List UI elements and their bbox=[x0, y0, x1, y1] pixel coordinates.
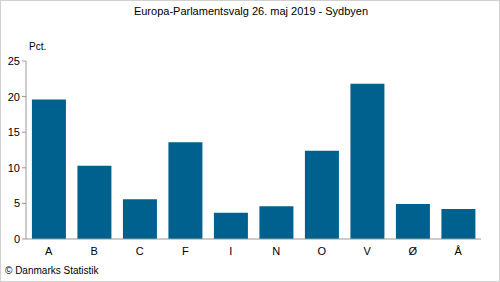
svg-text:5: 5 bbox=[14, 197, 20, 209]
html-text:Europa-Parlamentsvalg 26. maj: Europa-Parlamentsvalg 26. maj 2019 - Syd… bbox=[133, 5, 369, 17]
svg-text:A: A bbox=[45, 245, 53, 257]
svg-text:Å: Å bbox=[455, 245, 463, 257]
svg-text:20: 20 bbox=[8, 91, 20, 103]
svg-text:B: B bbox=[91, 245, 98, 257]
svg-text:N: N bbox=[272, 245, 280, 257]
svg-text:0: 0 bbox=[14, 233, 20, 245]
svg-text:F: F bbox=[182, 245, 189, 257]
html-text:Pct.: Pct. bbox=[29, 41, 47, 52]
svg-text:25: 25 bbox=[8, 55, 20, 67]
svg-text:C: C bbox=[136, 245, 144, 257]
html-text:© Danmarks Statistik: © Danmarks Statistik bbox=[5, 265, 99, 276]
svg-text:15: 15 bbox=[8, 126, 20, 138]
svg-text:I: I bbox=[229, 245, 232, 257]
svg-text:Ø: Ø bbox=[408, 245, 417, 257]
svg-text:10: 10 bbox=[8, 162, 20, 174]
svg-text:O: O bbox=[317, 245, 326, 257]
svg-text:V: V bbox=[364, 245, 372, 257]
